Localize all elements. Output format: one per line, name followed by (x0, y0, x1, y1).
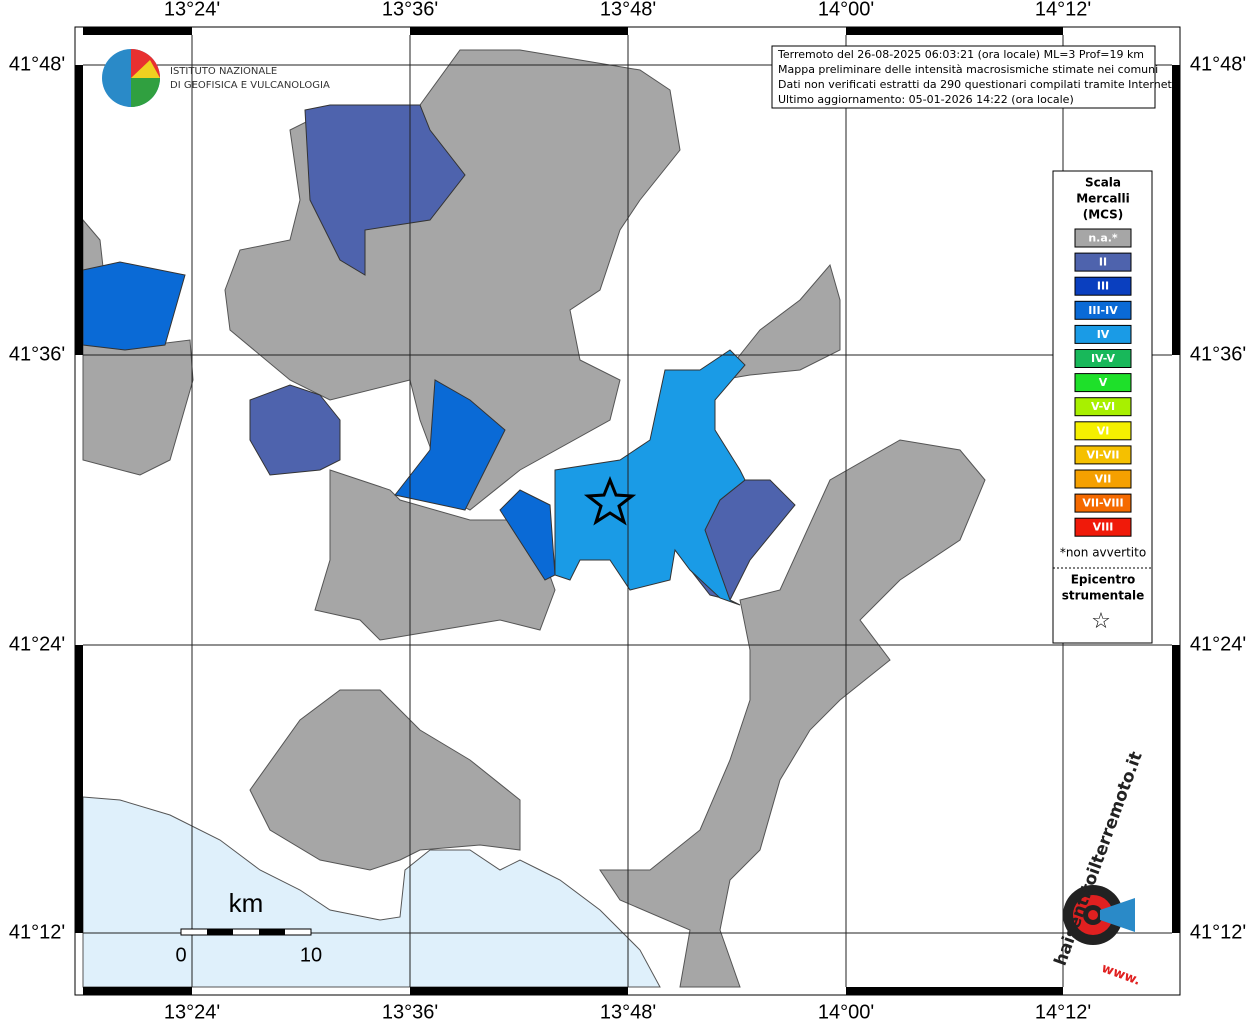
scale-unit: km (229, 888, 264, 918)
frame-segment (846, 27, 1063, 35)
legend-label: II (1099, 256, 1107, 269)
frame-segment (1172, 65, 1180, 355)
legend-title: Scala (1085, 176, 1121, 190)
lat-label: 41°24' (1190, 633, 1246, 655)
info-line: Ultimo aggiornamento: 05-01-2026 14:22 (… (778, 93, 1074, 106)
legend: ScalaMercalli(MCS)n.a.*IIIIIIII-IVIVIV-V… (1052, 170, 1153, 644)
legend-title: Mercalli (1076, 192, 1130, 206)
legend-epicenter: strumentale (1062, 589, 1145, 603)
legend-label: VII-VIII (1082, 497, 1123, 510)
lon-label: 14°00' (818, 0, 874, 20)
frame-segment (75, 645, 83, 933)
legend-swatch (1074, 445, 1132, 465)
lon-label: 14°12' (1035, 1001, 1091, 1023)
lat-label: 41°48' (9, 53, 65, 75)
scale-start: 0 (175, 944, 186, 966)
frame-segment (83, 27, 192, 35)
lon-label: 13°24' (164, 0, 220, 20)
legend-label: VI (1097, 424, 1110, 437)
lon-label: 14°00' (818, 1001, 874, 1023)
lat-label: 41°12' (9, 921, 65, 943)
lat-label: 41°36' (9, 343, 65, 365)
lat-label: 41°12' (1190, 921, 1246, 943)
legend-swatch (1074, 397, 1132, 417)
legend-swatch (1074, 228, 1132, 248)
municipalities (82, 49, 986, 988)
lat-label: 41°48' (1190, 53, 1246, 75)
lat-label: 41°36' (1190, 343, 1246, 365)
legend-swatch (1074, 276, 1132, 296)
legend-label: IV (1097, 328, 1110, 341)
legend-label: VII (1095, 473, 1112, 486)
legend-label: III (1097, 280, 1109, 293)
legend-title: (MCS) (1083, 208, 1124, 222)
lon-label: 13°48' (600, 0, 656, 20)
epicenter-star (583, 475, 637, 526)
frame-segment (410, 987, 628, 995)
legend-note: *non avvertito (1060, 546, 1146, 560)
legend-epicenter: Epicentro (1071, 573, 1136, 587)
lon-label: 14°12' (1035, 0, 1091, 20)
legend-swatch (1074, 421, 1132, 441)
legend-label: VI-VII (1086, 448, 1119, 461)
info-box: Terremoto del 26-08-2025 06:03:21 (ora l… (771, 45, 1175, 109)
legend-swatch (1074, 300, 1132, 320)
lon-label: 13°48' (600, 1001, 656, 1023)
info-line: Terremoto del 26-08-2025 06:03:21 (ora l… (777, 48, 1144, 61)
legend-label: n.a.* (1088, 232, 1118, 245)
legend-swatch (1074, 469, 1132, 489)
ingv-logo: ISTITUTO NAZIONALE DI GEOFISICA E VULCAN… (102, 49, 330, 107)
legend-swatch (1074, 324, 1132, 344)
logo-text: DI GEOFISICA E VULCANOLOGIA (170, 80, 330, 91)
scale-end: 10 (300, 944, 322, 966)
legend-swatch (1074, 252, 1132, 272)
lon-label: 13°36' (382, 0, 438, 20)
legend-star: ☆ (1091, 609, 1111, 634)
frame-ticks (75, 27, 1180, 995)
lon-label: 13°36' (382, 1001, 438, 1023)
info-line: Dati non verificati estratti da 290 ques… (778, 78, 1175, 91)
logo-text: ISTITUTO NAZIONALE (170, 66, 277, 77)
legend-label: VIII (1093, 521, 1114, 534)
legend-swatch (1074, 349, 1132, 368)
legend-label: IV-V (1091, 352, 1116, 365)
frame-segment (1172, 645, 1180, 933)
legend-label: V (1099, 376, 1108, 389)
frame-segment (75, 65, 83, 355)
lat-label: 41°24' (9, 633, 65, 655)
frame-segment (846, 987, 1063, 995)
scale-bar: km 0 10 (175, 888, 322, 966)
frame-segment (410, 27, 628, 35)
frame-segment (83, 987, 192, 995)
info-line: Mappa preliminare delle intensità macros… (778, 63, 1158, 76)
legend-swatch (1074, 373, 1132, 393)
legend-label: V-VI (1091, 400, 1115, 413)
legend-label: III-IV (1088, 304, 1118, 317)
sea (82, 796, 661, 988)
lon-label: 13°24' (164, 1001, 220, 1023)
legend-swatch (1074, 517, 1132, 537)
legend-swatch (1074, 493, 1132, 513)
